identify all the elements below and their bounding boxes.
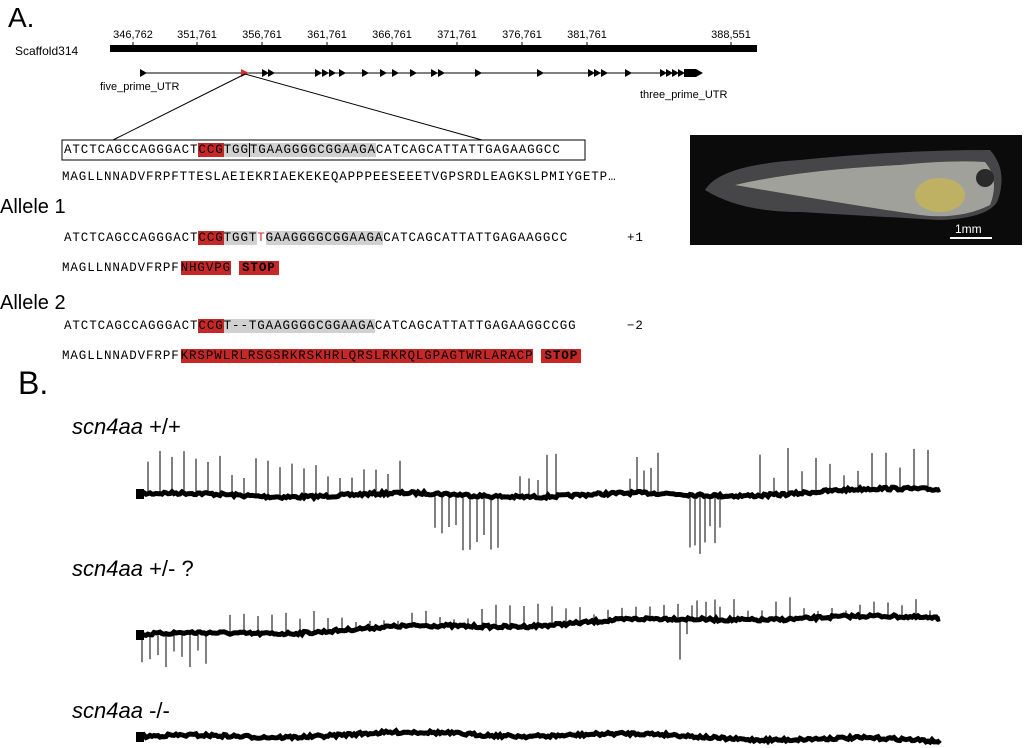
pam: CCG bbox=[198, 319, 224, 333]
exon bbox=[696, 69, 703, 77]
exon bbox=[601, 69, 608, 77]
wt-protein: MAGLLNNADVFRPFTTESLAEIEKRIAEKEKEQAPPPEES… bbox=[62, 170, 617, 184]
exon bbox=[475, 69, 482, 77]
allele-sequence: ATCTCAGCCAGGGACTCCGT--TGAAGGGGCGGAAGACAT… bbox=[64, 319, 577, 333]
genotype: +/- ? bbox=[142, 556, 194, 581]
pam: CCG bbox=[198, 143, 224, 157]
trace-start bbox=[136, 732, 144, 742]
exon bbox=[392, 69, 399, 77]
coordinate: 361,761 bbox=[307, 29, 347, 41]
exon bbox=[588, 69, 595, 77]
yolk bbox=[915, 178, 965, 212]
guide: TGGT bbox=[223, 231, 258, 245]
exon bbox=[380, 69, 387, 77]
frameshift: NHGVPG bbox=[180, 261, 232, 275]
exon bbox=[362, 69, 369, 77]
exon bbox=[315, 69, 322, 77]
guide: TGAAGGGGCGGAAGA bbox=[248, 319, 375, 333]
panel-label: A. bbox=[8, 2, 35, 33]
coordinate: 381,761 bbox=[567, 29, 607, 41]
exon bbox=[322, 69, 329, 77]
exon bbox=[339, 69, 346, 77]
gene: scn4aa bbox=[72, 556, 143, 581]
coordinate: 376,761 bbox=[502, 29, 542, 41]
exon bbox=[625, 69, 632, 77]
exon bbox=[594, 69, 601, 77]
trace bbox=[136, 727, 942, 746]
protein: MAGLLNNADVFRPF bbox=[62, 261, 180, 275]
exon bbox=[410, 69, 417, 77]
indel: +1 bbox=[627, 231, 644, 245]
exon bbox=[537, 69, 544, 77]
genotype: -/- bbox=[142, 698, 170, 723]
insertion: T bbox=[257, 231, 266, 245]
trace-start bbox=[136, 630, 144, 640]
frameshift: KRSPWLRLRSGSRKRSKHRLQRSLRKRQLGPAGTWRLARA… bbox=[180, 349, 534, 363]
seq: ATCTCAGCCAGGGACT bbox=[64, 319, 199, 333]
exon bbox=[329, 69, 336, 77]
stop: STOP bbox=[541, 349, 582, 363]
scale-label: 1mm bbox=[955, 222, 982, 236]
exon bbox=[684, 69, 696, 77]
indel: −2 bbox=[627, 319, 644, 333]
seq: ATCTCAGCCAGGGACT bbox=[64, 143, 199, 157]
utr-label: five_prime_UTR bbox=[100, 81, 180, 93]
exon bbox=[438, 69, 445, 77]
guide: GAAGGGGCGGAAGA bbox=[265, 231, 384, 245]
utr-label: three_prime_UTR bbox=[640, 89, 728, 101]
seq: CATCAGCATTATTGAGAAGGCC bbox=[383, 231, 569, 245]
trace bbox=[135, 484, 942, 503]
trace-start bbox=[136, 489, 144, 499]
coordinate: 388,551 bbox=[711, 29, 751, 41]
scaffold-name: Scaffold314 bbox=[15, 44, 79, 58]
zoom-line bbox=[112, 73, 246, 141]
allele-name: Allele 1 bbox=[0, 196, 66, 218]
seq: CATCAGCATTATTGAGAAGGCCGG bbox=[374, 319, 577, 333]
allele-protein: MAGLLNNADVFRPFNHGVPG STOP bbox=[62, 261, 279, 275]
seq: ATCTCAGCCAGGGACT bbox=[64, 231, 199, 245]
panel-label: B. bbox=[18, 365, 49, 401]
coordinate: 346,762 bbox=[113, 29, 153, 41]
deletion: T-- bbox=[223, 319, 249, 333]
exon bbox=[262, 69, 269, 77]
exon bbox=[140, 69, 147, 77]
coordinate: 366,761 bbox=[372, 29, 412, 41]
exon bbox=[672, 69, 679, 77]
exons bbox=[140, 69, 703, 77]
scaffold-bar bbox=[110, 45, 757, 52]
protein: MAGLLNNADVFRPF bbox=[62, 349, 180, 363]
allele-name: Allele 2 bbox=[0, 292, 66, 314]
trace-label: scn4aa -/- bbox=[72, 698, 170, 724]
exon bbox=[431, 69, 438, 77]
exon bbox=[268, 69, 275, 77]
seq: CATCAGCATTATTGAGAAGGCC bbox=[375, 143, 561, 157]
pam: CCG bbox=[198, 231, 224, 245]
exon bbox=[660, 69, 667, 77]
sequence-box bbox=[61, 139, 586, 161]
guide: TGAAGGGGCGGAAGA bbox=[249, 143, 376, 157]
coordinate: 371,761 bbox=[437, 29, 477, 41]
trace-label: scn4aa +/- ? bbox=[72, 556, 194, 582]
allele-sequence: ATCTCAGCCAGGGACTCCGTGGTTGAAGGGGCGGAAGACA… bbox=[64, 231, 568, 245]
exon bbox=[678, 69, 685, 77]
zoom-line bbox=[244, 73, 483, 141]
coordinate: 356,761 bbox=[242, 29, 282, 41]
coordinate: 351,761 bbox=[177, 29, 217, 41]
allele-protein: MAGLLNNADVFRPFKRSPWLRLRSGSRKRSKHRLQRSLRK… bbox=[62, 349, 582, 363]
traces bbox=[135, 447, 942, 746]
guide: TGG bbox=[223, 143, 250, 157]
wt-sequence: ATCTCAGCCAGGGACTCCGTGGTGAAGGGGCGGAAGACAT… bbox=[64, 143, 561, 157]
eye bbox=[976, 169, 994, 187]
trace-label: scn4aa +/+ bbox=[72, 414, 181, 440]
stop: STOP bbox=[239, 261, 279, 275]
genotype: +/+ bbox=[142, 414, 181, 439]
trace bbox=[136, 611, 941, 639]
exon bbox=[666, 69, 673, 77]
gene: scn4aa bbox=[72, 698, 143, 723]
gene: scn4aa bbox=[72, 414, 143, 439]
